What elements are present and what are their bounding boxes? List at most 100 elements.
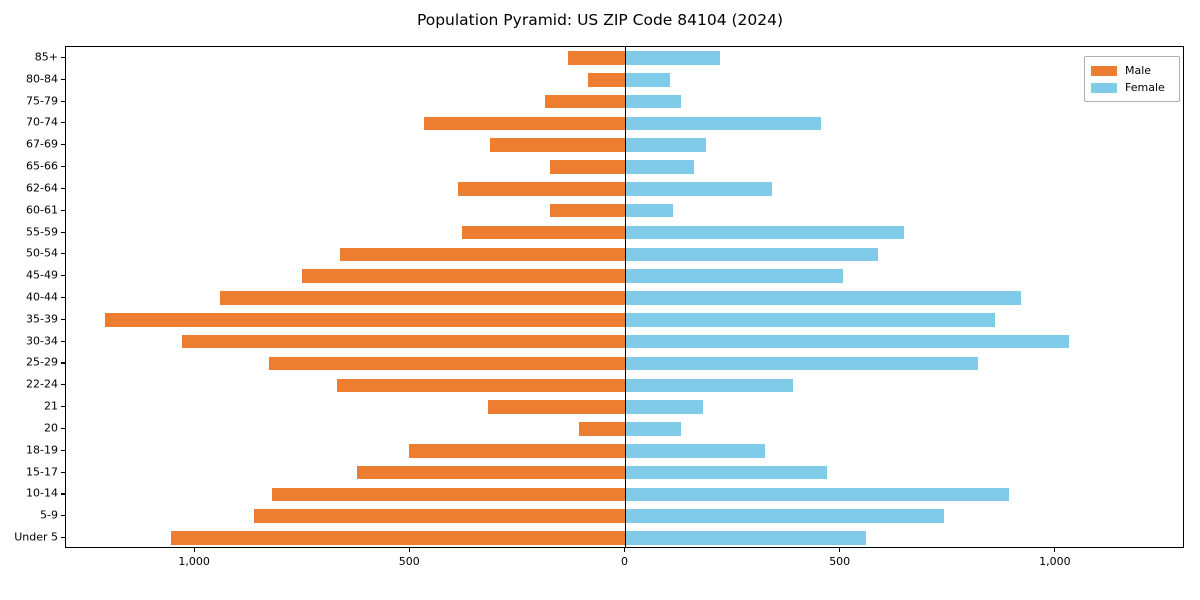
legend-label: Female [1125, 81, 1165, 94]
bar-female [625, 116, 822, 131]
bar-row [66, 356, 1183, 371]
y-axis-tick-label: 62-64 [26, 181, 58, 195]
bar-female [625, 269, 843, 283]
bar-female [625, 487, 1009, 502]
bar-row [66, 203, 1183, 218]
legend-label: Male [1125, 64, 1152, 77]
y-axis-tick-label: Under 5 [14, 530, 58, 544]
y-axis-tick-label: 55-59 [26, 225, 58, 239]
y-axis-tick-mark [61, 78, 65, 80]
bar-row [66, 160, 1183, 174]
bar-row [66, 444, 1183, 458]
y-axis-tick-label: 20 [44, 421, 58, 435]
y-axis-tick-label: 25-29 [26, 355, 58, 369]
bar-female [625, 138, 706, 152]
legend-color-swatch [1091, 82, 1117, 93]
bar-female [625, 465, 827, 480]
plot-area [65, 46, 1184, 548]
bar-male [545, 94, 626, 109]
bar-male [424, 116, 626, 131]
chart-legend: Male Female [1084, 56, 1180, 102]
bar-male [301, 269, 626, 283]
bar-row [66, 291, 1183, 305]
y-axis-tick-label: 18-19 [26, 443, 58, 457]
bar-row [66, 400, 1183, 414]
x-axis-tick-label: 500 [829, 555, 851, 568]
x-axis-tick-label: 1,000 [1039, 555, 1071, 568]
bar-male [409, 444, 626, 458]
y-axis-tick-label: 10-14 [26, 486, 58, 500]
bar-row [66, 182, 1183, 196]
x-axis-tick-mark [839, 548, 841, 552]
y-axis-tick-mark [61, 253, 65, 255]
y-axis-tick-mark [61, 406, 65, 408]
bar-female [625, 531, 866, 545]
legend-entry: Female [1091, 79, 1173, 96]
chart-title: Population Pyramid: US ZIP Code 84104 (2… [416, 11, 784, 29]
bar-row [66, 509, 1183, 524]
y-axis-tick-mark [61, 297, 65, 299]
y-axis-tick-label: 70-74 [26, 115, 58, 129]
y-axis-tick-mark [61, 449, 65, 451]
legend-color-swatch [1091, 65, 1117, 76]
y-axis-tick-mark [61, 493, 65, 495]
y-axis-tick-mark [61, 231, 65, 233]
bar-male [567, 51, 626, 65]
bar-male [549, 160, 626, 174]
y-axis-tick-label: 30-34 [26, 334, 58, 348]
x-axis-tick-mark [623, 548, 626, 552]
y-axis-tick-mark [61, 187, 65, 189]
y-axis-tick-label: 65-66 [26, 159, 58, 173]
bar-male [587, 72, 626, 87]
bar-female [625, 422, 682, 436]
bar-male [579, 422, 626, 436]
bar-female [625, 160, 694, 174]
bar-male [337, 378, 626, 393]
y-axis-tick-mark [61, 515, 65, 517]
y-axis-tick-mark [61, 318, 65, 320]
bar-male [170, 531, 626, 545]
y-axis-tick-label: 15-17 [26, 465, 58, 479]
bar-row [66, 487, 1183, 502]
bar-row [66, 313, 1183, 327]
bar-row [66, 422, 1183, 436]
bar-female [625, 509, 944, 524]
bar-row [66, 72, 1183, 87]
y-axis-tick-label: 35-39 [26, 312, 58, 326]
bar-row [66, 465, 1183, 480]
x-axis-tick-label: 1,000 [178, 555, 210, 568]
bar-male [339, 247, 626, 262]
y-axis-tick-mark [61, 362, 65, 364]
y-axis-tick-label: 5-9 [40, 508, 58, 522]
x-axis-tick-labels: 1,000 500 0 500 1,000 [65, 548, 1184, 588]
bar-row [66, 247, 1183, 262]
bar-female [625, 291, 1022, 305]
y-axis-tick-mark [61, 471, 65, 473]
bar-row [66, 94, 1183, 109]
bar-row [66, 531, 1183, 545]
x-axis-tick-label: 500 [398, 555, 420, 568]
y-axis-tick-label: 80-84 [26, 72, 58, 86]
bar-male [461, 225, 626, 240]
y-axis-tick-label: 60-61 [26, 203, 58, 217]
bar-male [488, 400, 626, 414]
y-axis-tick-mark [61, 144, 65, 146]
y-axis-tick-mark [61, 56, 65, 58]
bar-row [66, 269, 1183, 283]
bar-male [219, 291, 626, 305]
bar-female [625, 182, 772, 196]
y-axis-tick-label: 45-49 [26, 268, 58, 282]
y-axis-tick-mark [61, 122, 65, 124]
bar-male [271, 487, 626, 502]
y-axis-tick-mark [61, 384, 65, 386]
bar-male [181, 334, 626, 349]
bar-male [490, 138, 626, 152]
bar-female [625, 313, 996, 327]
x-axis-tick-mark [1054, 548, 1056, 552]
y-axis-tick-mark [61, 275, 65, 277]
y-axis-tick-label: 75-79 [26, 94, 58, 108]
bar-male [253, 509, 626, 524]
bar-female [625, 378, 794, 393]
legend-entry: Male [1091, 62, 1173, 79]
